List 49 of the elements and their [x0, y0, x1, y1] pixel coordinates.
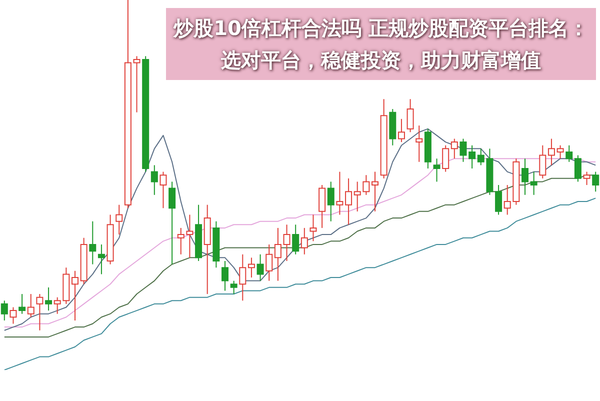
candlestick	[460, 138, 467, 162]
candlestick	[539, 144, 546, 179]
candlestick	[522, 158, 528, 196]
candlestick	[495, 184, 502, 216]
candlestick	[530, 171, 538, 196]
text: 炒股10倍杠杆合法吗 正规炒股配资平台排名：选对平台，稳健投资，助力财富增值	[166, 8, 596, 80]
candlestick	[168, 181, 176, 265]
candlestick	[566, 144, 573, 162]
candlestick	[36, 294, 44, 331]
candlestick	[336, 171, 344, 216]
candlestick	[160, 171, 167, 209]
candlestick	[116, 204, 123, 236]
candlestick	[150, 164, 158, 196]
candlestick	[45, 286, 52, 312]
candlestick	[310, 214, 317, 242]
candlestick	[556, 144, 564, 160]
candlestick	[583, 171, 590, 186]
candlestick	[0, 300, 8, 321]
candlestick	[248, 257, 255, 278]
candlestick	[274, 227, 282, 282]
candlestick	[18, 294, 26, 314]
candlestick	[230, 280, 238, 295]
candlestick	[327, 181, 334, 222]
candlestick	[98, 244, 105, 275]
candlestick	[239, 254, 246, 302]
candlestick	[10, 306, 17, 324]
candlestick	[27, 294, 34, 318]
candlestick	[548, 138, 555, 166]
candlestick	[222, 260, 228, 292]
candlestick	[318, 184, 326, 228]
candlestick	[266, 244, 273, 282]
candlestick	[450, 138, 458, 160]
candlestick	[133, 56, 140, 113]
candlestick	[283, 224, 290, 262]
candlestick	[89, 220, 96, 265]
candlestick	[72, 270, 78, 321]
candlestick	[398, 118, 405, 143]
candlestick	[592, 171, 600, 192]
candlestick	[345, 178, 352, 226]
candlestick	[406, 98, 414, 133]
candlestick	[256, 254, 264, 282]
candlestick	[372, 171, 378, 212]
candlestick	[433, 158, 440, 182]
candlestick	[300, 227, 308, 255]
candlestick	[574, 154, 582, 182]
candlestick	[292, 224, 300, 255]
candlestick	[416, 125, 423, 162]
candlestick	[442, 144, 450, 172]
candlestick	[468, 144, 476, 169]
